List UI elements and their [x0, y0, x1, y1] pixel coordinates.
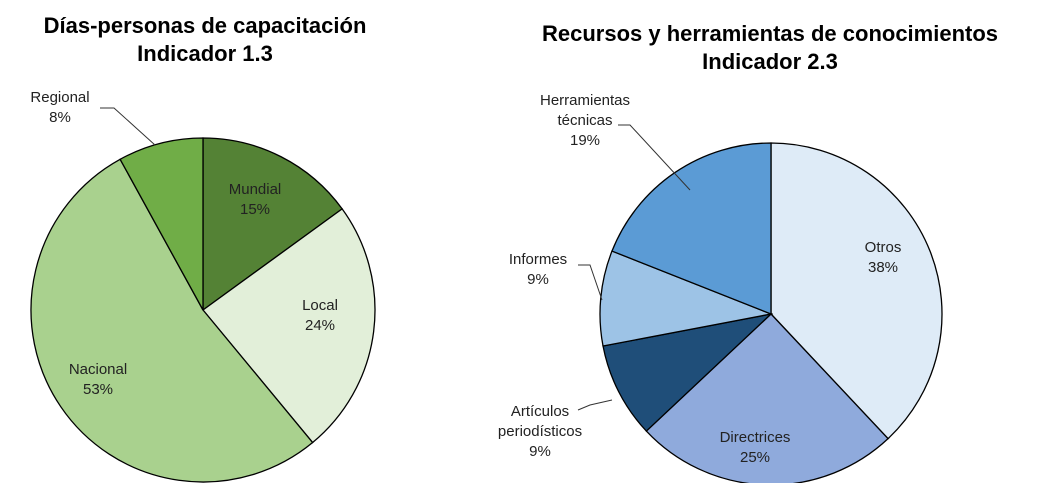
data-label: Informes 9%: [498, 250, 578, 290]
leader-line: [578, 264, 603, 301]
data-label: Directrices 25%: [700, 428, 810, 468]
pie-slice: [119, 137, 204, 311]
chart-title: Recursos y herramientas de conocimientos…: [495, 20, 1045, 76]
pie-slice: [645, 313, 889, 483]
label-category: Nacional: [68, 361, 128, 378]
label-category: Mundial: [228, 181, 282, 198]
chart-title: Días-personas de capacitación Indicador 1…: [20, 12, 390, 68]
title-text: Días-personas de capacitación: [43, 13, 367, 38]
pie-slice: [202, 137, 344, 312]
data-label: Nacional 53%: [48, 360, 148, 400]
label-value: 25%: [739, 449, 771, 466]
label-value: 8%: [49, 109, 71, 126]
data-label: Regional 8%: [15, 88, 105, 128]
pie-slice: [30, 158, 314, 483]
label-value: 9%: [529, 443, 551, 460]
label-value: 38%: [867, 259, 899, 276]
leader-line: [618, 124, 691, 191]
label-value: 15%: [239, 201, 271, 218]
label-category: Regional: [30, 89, 90, 106]
subtitle-text: Indicador 1.3: [137, 41, 273, 66]
subtitle-text: Indicador 2.3: [702, 49, 838, 74]
label-value: 19%: [569, 132, 601, 149]
data-label: Herramientas técnicas 19%: [525, 91, 645, 151]
pie-slice: [770, 142, 943, 440]
leader-lines: [100, 107, 691, 411]
label-category: Otros: [864, 239, 902, 256]
label-category: Local: [302, 297, 338, 314]
pie: [30, 137, 376, 483]
pie-slice: [202, 207, 376, 444]
data-label: Artículos periodísticos 9%: [485, 402, 595, 462]
pie-slice: [602, 312, 774, 432]
label-value: 24%: [304, 317, 336, 334]
label-value: 53%: [82, 381, 114, 398]
label-value: 9%: [527, 271, 549, 288]
leader-line: [577, 399, 613, 411]
data-label: Mundial 15%: [215, 180, 295, 220]
label-category: Informes: [508, 251, 568, 268]
label-category: Herramientas técnicas: [539, 92, 631, 129]
title-text: Recursos y herramientas de conocimientos: [541, 21, 999, 46]
data-label: Otros 38%: [843, 238, 923, 278]
leader-line: [100, 107, 156, 146]
data-label: Local 24%: [285, 296, 355, 336]
label-category: Artículos periodísticos: [497, 403, 583, 440]
label-category: Directrices: [719, 429, 791, 446]
pie: [599, 142, 943, 483]
pie-slice: [611, 142, 772, 315]
